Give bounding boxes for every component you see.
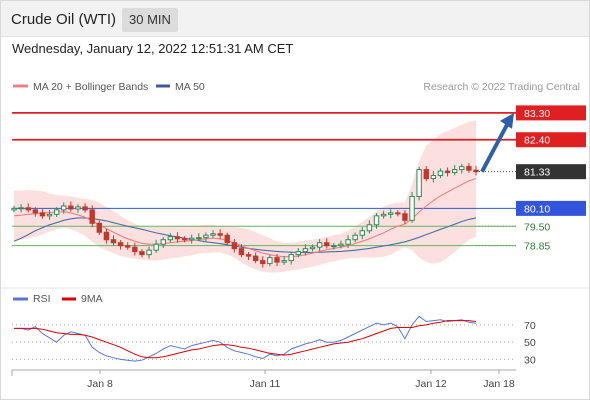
bollinger-band (14, 120, 476, 273)
candle-body (167, 236, 174, 241)
candle-body (103, 231, 110, 241)
x-tick-label: Jan 11 (250, 378, 281, 390)
candle-body (188, 237, 195, 241)
candle-body (46, 213, 53, 217)
candle-body (117, 242, 124, 247)
level-label-82.40: 82.40 (524, 135, 550, 147)
candle-body (245, 254, 252, 257)
candle-body (18, 207, 24, 210)
candle-body (39, 212, 46, 217)
current-price-label: 81.33 (524, 167, 550, 179)
candle-body (238, 248, 245, 256)
candle-body (224, 234, 230, 244)
candle-body (125, 245, 131, 248)
candle-body (68, 205, 74, 210)
candle-body (252, 255, 259, 262)
candle-body (132, 246, 138, 253)
rsi-tick-30: 30 (524, 354, 536, 366)
candle-body (459, 166, 465, 171)
candle-body (409, 195, 415, 221)
instrument-title: Crude Oil (WTI) (11, 11, 116, 28)
candle-body (267, 257, 273, 265)
candle-body (302, 248, 309, 253)
candle-body (153, 243, 159, 251)
candle-body (89, 209, 95, 224)
candle-body (96, 222, 102, 233)
candle-body (451, 169, 458, 174)
candle-body (331, 245, 337, 248)
candle-body (260, 260, 266, 265)
level-label-79.50: 79.50 (524, 221, 550, 233)
candle-body (110, 239, 117, 244)
candle-body (359, 230, 365, 236)
candle-body (32, 209, 39, 214)
candle-body (388, 212, 394, 215)
candle-body (423, 169, 429, 180)
candle-body (373, 215, 380, 226)
candle-body (430, 175, 437, 180)
timestamp: Wednesday, January 12, 2022 12:51:31 AM … (12, 41, 294, 56)
candle-body (281, 260, 287, 263)
rsi-tick-50: 50 (524, 337, 536, 349)
legend-rsi-label: RSI (33, 293, 51, 305)
candle-body (444, 170, 451, 174)
x-tick-label: Jan 12 (415, 378, 447, 390)
candle-body (380, 213, 387, 217)
attribution-text: Research © 2022 Trading Central (423, 81, 580, 93)
timeframe-button[interactable]: 30 MIN (122, 8, 178, 32)
candle-body (210, 233, 216, 236)
candle-body (61, 205, 67, 211)
candle-body (466, 166, 472, 171)
candle-body (402, 213, 408, 221)
current-price-tag (516, 164, 586, 180)
level-tag-80.10 (516, 200, 586, 216)
level-label-83.30: 83.30 (524, 108, 550, 120)
level-label-78.85: 78.85 (524, 241, 550, 253)
candle-body (25, 207, 31, 211)
candle-body (309, 246, 316, 250)
rsi-ma-line (14, 320, 477, 359)
candle-body (288, 254, 294, 262)
level-label-80.10: 80.10 (524, 203, 550, 215)
candle-body (82, 206, 88, 211)
candle-body (181, 238, 188, 241)
candle-body (316, 242, 323, 248)
candle-body (139, 251, 145, 256)
x-tick-label: Jan 18 (483, 378, 515, 390)
candle-body (160, 239, 166, 245)
legend-ma20-label: MA 20 + Bollinger Bands (33, 81, 148, 93)
candle-body (437, 170, 444, 177)
level-tag-83.30 (516, 105, 586, 121)
candle-body (53, 209, 60, 215)
candle-body (366, 224, 373, 232)
candle-body (395, 212, 401, 215)
forecast-arrow-head (500, 112, 514, 129)
candle-body (196, 237, 202, 240)
candle-body (231, 242, 238, 250)
candle-body (75, 206, 81, 210)
candle-body (217, 233, 223, 236)
candle-body (146, 249, 152, 256)
candle-body (295, 251, 302, 256)
candle-body (352, 234, 358, 241)
candle-body (174, 236, 181, 240)
candle-body (338, 243, 344, 247)
legend-9ma-label: 9MA (81, 293, 103, 305)
candle-body (324, 242, 330, 247)
candle-body (416, 169, 422, 197)
legend-ma50-label: MA 50 (175, 81, 205, 93)
candle-body (345, 239, 351, 245)
forecast-arrow-shaft (480, 121, 510, 173)
level-tag-82.40 (516, 132, 586, 148)
rsi-line (14, 315, 477, 362)
candle-body (274, 257, 280, 263)
rsi-tick-70: 70 (524, 320, 536, 332)
candle-body (203, 234, 209, 239)
widget-header: Crude Oil (WTI) 30 MIN (1, 1, 589, 37)
x-tick-label: Jan 8 (87, 378, 113, 390)
candle-body (11, 207, 17, 211)
